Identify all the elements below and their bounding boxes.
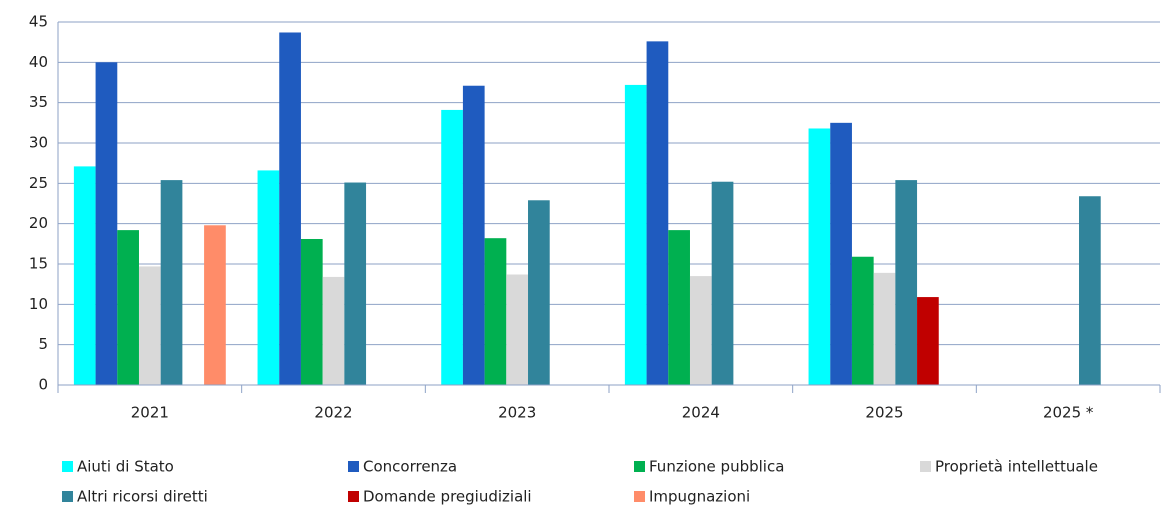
legend-label: Aiuti di Stato — [77, 458, 174, 476]
bar — [895, 180, 918, 385]
bar — [646, 41, 669, 386]
legend-label: Proprietà intellettuale — [935, 458, 1098, 476]
x-tick-label: 2025 — [865, 404, 903, 422]
legend-swatch — [348, 461, 359, 472]
y-tick-label: 40 — [29, 53, 48, 71]
y-tick-label: 45 — [29, 13, 48, 31]
bar — [117, 230, 139, 385]
x-tick-label: 2022 — [314, 404, 352, 422]
bar — [279, 32, 301, 386]
bar — [808, 128, 831, 386]
bar — [73, 166, 96, 385]
x-tick-label: 2024 — [682, 404, 720, 422]
bar — [95, 62, 118, 385]
bar — [528, 200, 550, 385]
bar — [322, 276, 345, 385]
bar — [300, 238, 323, 385]
bar — [484, 238, 507, 385]
bar — [204, 225, 226, 385]
y-tick-label: 25 — [29, 174, 48, 192]
legend-swatch — [920, 461, 931, 472]
y-tick-label: 0 — [38, 376, 48, 394]
legend-swatch — [62, 491, 73, 502]
y-tick-label: 20 — [29, 214, 48, 232]
x-tick-label: 2023 — [498, 404, 536, 422]
bar — [344, 182, 367, 385]
bar — [830, 122, 852, 385]
bar — [441, 109, 463, 385]
bar — [506, 274, 529, 385]
bar — [689, 276, 712, 385]
y-tick-label: 15 — [29, 255, 48, 273]
bar — [462, 85, 485, 385]
legend-swatch — [634, 491, 645, 502]
bar — [138, 266, 161, 385]
legend-label: Concorrenza — [363, 458, 457, 476]
legend-label: Impugnazioni — [649, 488, 750, 506]
bar — [668, 230, 690, 385]
bar — [257, 170, 280, 385]
legend-swatch — [634, 461, 645, 472]
legend-swatch — [62, 461, 73, 472]
legend-label: Funzione pubblica — [649, 458, 784, 476]
x-tick-label: 2021 — [131, 404, 169, 422]
legend-label: Altri ricorsi diretti — [77, 488, 208, 506]
legend-label: Domande pregiudiziali — [363, 488, 532, 506]
y-tick-label: 5 — [38, 335, 48, 353]
y-tick-label: 30 — [29, 134, 48, 152]
bar — [851, 256, 874, 385]
y-tick-label: 10 — [29, 295, 48, 313]
bar — [1079, 196, 1101, 385]
bar — [711, 181, 734, 385]
bar — [624, 84, 647, 386]
legend-swatch — [348, 491, 359, 502]
x-tick-label: 2025 * — [1043, 404, 1094, 422]
bar — [917, 297, 939, 385]
y-tick-label: 35 — [29, 93, 48, 111]
bar — [160, 180, 183, 385]
bar — [873, 272, 896, 385]
